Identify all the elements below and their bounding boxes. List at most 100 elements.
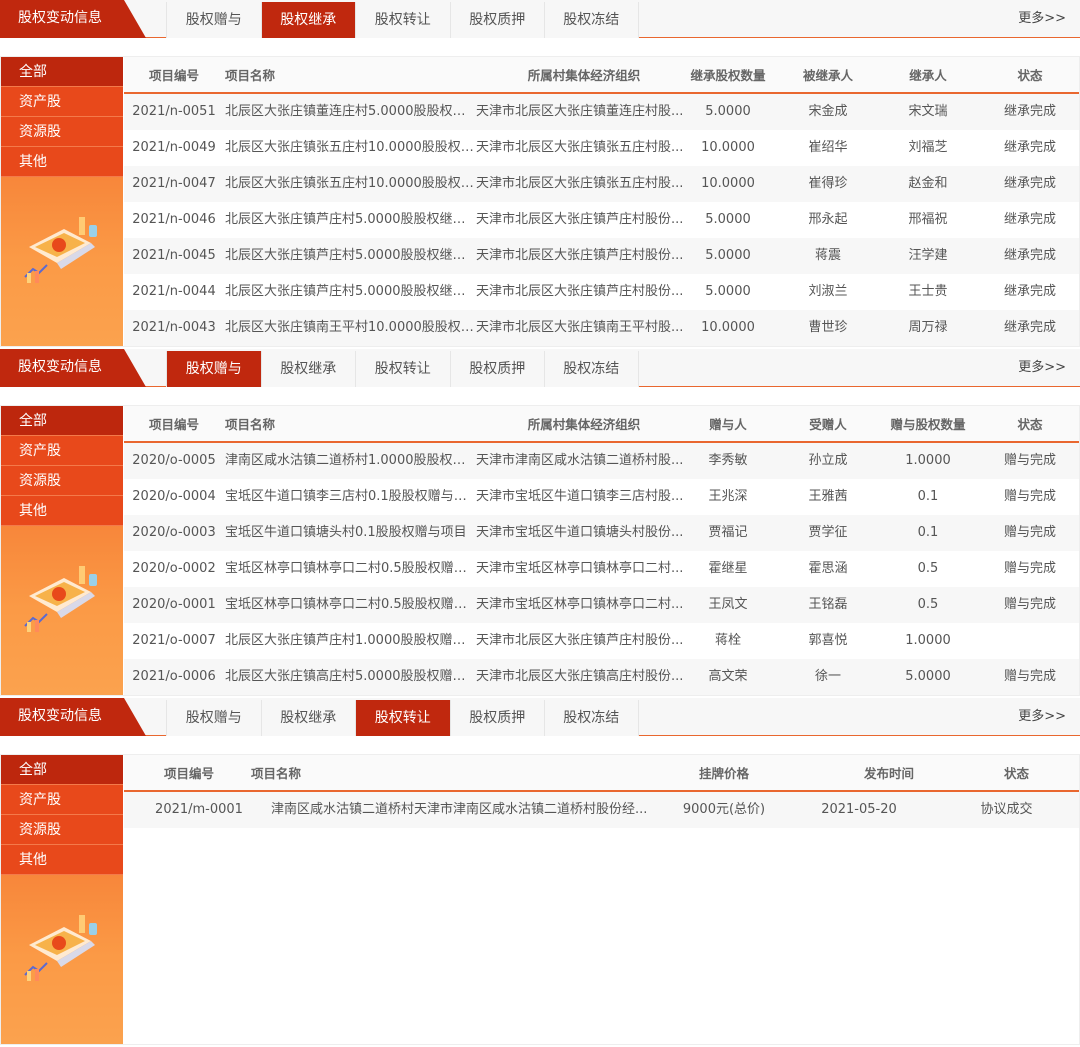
table-row[interactable]: 2021/n-0044 北辰区大张庄镇芦庄村5.0000股股权继承... 天津市北辰… (124, 274, 1079, 310)
category-item[interactable]: 资源股 (1, 815, 123, 845)
table-row[interactable]: 2021/n-0051 北辰区大张庄镇董连庄村5.0000股股权继... 天津市北辰… (124, 94, 1079, 130)
table-cell: 孙立成 (808, 453, 848, 468)
table-cell: 天津市北辰区大张庄镇张五庄村股... (476, 176, 684, 191)
table-cell: 北辰区大张庄镇张五庄村10.0000股股权继... (225, 140, 475, 155)
tab-inherit[interactable]: 股权继承 (260, 700, 355, 736)
table-cell: 天津市北辰区大张庄镇芦庄村股份... (476, 212, 684, 227)
table-cell: 2021/n-0045 (132, 248, 216, 263)
category-item[interactable]: 资产股 (1, 87, 123, 117)
equity-change-section: 股权变动信息 股权赠与 股权继承 股权转让 股权质押 股权冻结 更多>> 全部 资产股 资源股 其他… (0, 698, 1080, 1045)
category-sidebar: 全部 资产股 资源股 其他 (1, 406, 123, 695)
more-link[interactable]: 更多>> (1018, 360, 1066, 375)
category-item[interactable]: 其他 (1, 845, 123, 875)
tab-freeze[interactable]: 股权冻结 (544, 351, 639, 387)
tab-transfer[interactable]: 股权转让 (355, 351, 450, 387)
table-cell: 北辰区大张庄镇高庄村5.0000股股权赠与... (225, 669, 475, 684)
category-item[interactable]: 其他 (1, 147, 123, 177)
table-cell: 2020/o-0002 (132, 561, 216, 576)
table-cell: 10.0000 (701, 320, 755, 335)
data-table: 项目编号 项目名称 所属村集体经济组织 赠与人 受赠人 赠与股权数量 状态 2020/o-00… (124, 406, 1079, 695)
table-cell: 0.5 (917, 597, 939, 612)
table-cell: 继承完成 (1003, 248, 1056, 263)
tab-freeze[interactable]: 股权冻结 (544, 2, 639, 38)
tab-pledge[interactable]: 股权质押 (449, 351, 544, 387)
table-cell: 2020/o-0005 (132, 453, 216, 468)
column-header: 所属村集体经济组织 (527, 417, 641, 432)
table-cell: 宝坻区牛道口镇李三店村0.1股股权赠与项目 (225, 489, 475, 504)
table-cell: 2020/o-0001 (132, 597, 216, 612)
tab-gift[interactable]: 股权赠与 (166, 351, 261, 387)
category-item[interactable]: 资产股 (1, 785, 123, 815)
more-link[interactable]: 更多>> (1018, 709, 1066, 724)
table-row[interactable]: 2020/o-0005 津南区咸水沽镇二道桥村1.0000股股权赠... 天津市津南… (124, 443, 1079, 479)
category-item[interactable]: 全部 (1, 755, 123, 785)
table-row[interactable]: 2021/m-0001 津南区咸水沽镇二道桥村天津市津南区咸水沽镇二道桥村股份经.… (124, 792, 1079, 828)
table-cell: 赠与完成 (1003, 525, 1056, 540)
table-cell: 5.0000 (705, 284, 751, 299)
table-cell: 赠与完成 (1003, 669, 1056, 684)
table-cell: 王兆深 (708, 489, 748, 504)
table-row[interactable]: 2021/n-0049 北辰区大张庄镇张五庄村10.0000股股权继... 天津市北… (124, 130, 1079, 166)
table-row[interactable]: 2021/o-0006 北辰区大张庄镇高庄村5.0000股股权赠与... 天津市北辰… (124, 659, 1079, 695)
column-header: 挂牌价格 (698, 766, 749, 781)
table-cell: 津南区咸水沽镇二道桥村天津市津南区咸水沽镇二道桥村股份经... (271, 802, 648, 817)
table-cell: 天津市宝坻区林亭口镇林亭口二村... (476, 597, 684, 612)
table-row[interactable]: 2021/n-0043 北辰区大张庄镇南王平村10.0000股股权继... 天津市北… (124, 310, 1079, 346)
laptop-illustration-icon (19, 905, 105, 995)
table-cell: 2021/n-0043 (132, 320, 216, 335)
table-cell: 0.1 (917, 525, 939, 540)
table-cell: 赠与完成 (1003, 597, 1056, 612)
table-row[interactable]: 2020/o-0001 宝坻区林亭口镇林亭口二村0.5股股权赠与... 天津市宝坻区… (124, 587, 1079, 623)
table-cell: 崔绍华 (808, 140, 848, 155)
column-header: 继承股权数量 (690, 68, 766, 83)
category-item[interactable]: 资源股 (1, 117, 123, 147)
table-cell: 北辰区大张庄镇芦庄村5.0000股股权继承... (225, 248, 475, 263)
table-cell: 徐一 (814, 669, 841, 684)
table-cell: 天津市北辰区大张庄镇董连庄村股... (476, 104, 684, 119)
table-row[interactable]: 2021/n-0045 北辰区大张庄镇芦庄村5.0000股股权继承... 天津市北辰… (124, 238, 1079, 274)
column-header: 项目名称 (251, 766, 302, 781)
tab-pledge[interactable]: 股权质押 (449, 700, 544, 736)
table-row[interactable]: 2021/n-0047 北辰区大张庄镇张五庄村10.0000股股权继... 天津市北… (124, 166, 1079, 202)
table-row[interactable]: 2020/o-0003 宝坻区牛道口镇塘头村0.1股股权赠与项目 天津市宝坻区牛道口… (124, 515, 1079, 551)
table-row[interactable]: 2021/o-0007 北辰区大张庄镇芦庄村1.0000股股权赠与... 天津市北辰… (124, 623, 1079, 659)
table-row[interactable]: 2020/o-0002 宝坻区林亭口镇林亭口二村0.5股股权赠与... 天津市宝坻区… (124, 551, 1079, 587)
tab-gift[interactable]: 股权赠与 (166, 700, 261, 736)
more-link[interactable]: 更多>> (1018, 11, 1066, 26)
category-item[interactable]: 其他 (1, 496, 123, 526)
table-cell: 2021/n-0044 (132, 284, 216, 299)
table-cell: 李秀敏 (708, 453, 748, 468)
category-item[interactable]: 全部 (1, 57, 123, 87)
tab-transfer[interactable]: 股权转让 (355, 700, 450, 736)
table-cell: 蒋震 (814, 248, 841, 263)
table-row[interactable]: 2020/o-0004 宝坻区牛道口镇李三店村0.1股股权赠与项目 天津市宝坻区牛道… (124, 479, 1079, 515)
table-cell: 10.0000 (701, 140, 755, 155)
tab-freeze[interactable]: 股权冻结 (544, 700, 639, 736)
table-cell: 北辰区大张庄镇张五庄村10.0000股股权继... (225, 176, 475, 191)
column-header: 所属村集体经济组织 (527, 68, 641, 83)
category-item[interactable]: 全部 (1, 406, 123, 436)
table-cell: 北辰区大张庄镇董连庄村5.0000股股权继... (225, 104, 475, 119)
category-item[interactable]: 资源股 (1, 466, 123, 496)
table-cell: 崔得珍 (808, 176, 848, 191)
tab-inherit[interactable]: 股权继承 (260, 351, 355, 387)
table-cell: 贾福记 (708, 525, 748, 540)
table-row[interactable]: 2021/n-0046 北辰区大张庄镇芦庄村5.0000股股权继承... 天津市北辰… (124, 202, 1079, 238)
table-cell: 宋文瑞 (908, 104, 948, 119)
data-table: 项目编号 项目名称 所属村集体经济组织 继承股权数量 被继承人 继承人 状态 2021/n-0… (124, 57, 1079, 346)
table-cell: 天津市津南区咸水沽镇二道桥村股... (476, 453, 684, 468)
tab-transfer[interactable]: 股权转让 (355, 2, 450, 38)
table-cell: 赵金和 (908, 176, 948, 191)
tab-inherit[interactable]: 股权继承 (260, 2, 355, 38)
tab-gift[interactable]: 股权赠与 (166, 2, 261, 38)
table-cell: 蒋栓 (714, 633, 741, 648)
table-header: 项目编号 项目名称 所属村集体经济组织 赠与人 受赠人 赠与股权数量 状态 (124, 406, 1079, 443)
table-header: 项目编号 项目名称 挂牌价格 发布时间 状态 (124, 755, 1079, 792)
table-cell: 继承完成 (1003, 320, 1056, 335)
equity-change-section: 股权变动信息 股权赠与 股权继承 股权转让 股权质押 股权冻结 更多>> 全部 资产股 资源股 其他… (0, 349, 1080, 696)
tab-pledge[interactable]: 股权质押 (449, 2, 544, 38)
table-cell: 天津市北辰区大张庄镇芦庄村股份... (476, 248, 684, 263)
category-item[interactable]: 资产股 (1, 436, 123, 466)
table-cell: 2021/o-0007 (132, 633, 216, 648)
column-header: 项目编号 (163, 766, 214, 781)
